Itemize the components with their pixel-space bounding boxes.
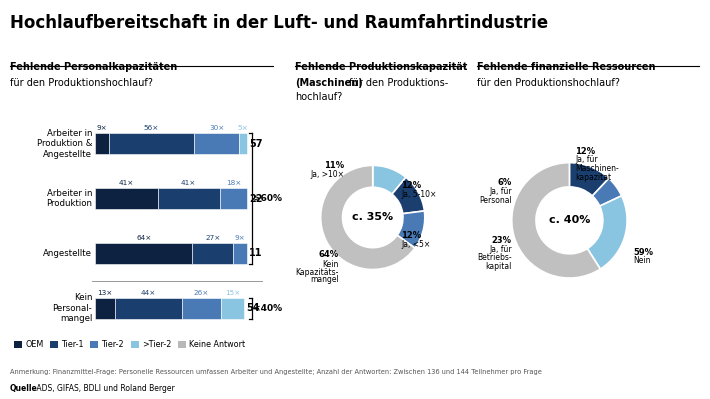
Bar xyxy=(239,133,247,154)
Wedge shape xyxy=(587,196,627,269)
Bar xyxy=(95,298,115,319)
Bar xyxy=(158,188,219,209)
Text: Personal: Personal xyxy=(479,196,512,205)
Text: Ja, für: Ja, für xyxy=(575,155,598,164)
Text: 12%: 12% xyxy=(401,231,422,240)
Text: 54: 54 xyxy=(246,303,260,313)
Bar xyxy=(219,188,247,209)
Bar xyxy=(95,188,158,209)
Text: Hochlaufbereitschaft in der Luft- und Raumfahrtindustrie: Hochlaufbereitschaft in der Luft- und Ra… xyxy=(10,14,548,32)
Bar xyxy=(222,298,244,319)
Bar xyxy=(234,243,247,264)
Text: mangel: mangel xyxy=(310,275,339,284)
Wedge shape xyxy=(592,178,622,206)
Text: Fehlende Produktionskapazität: Fehlende Produktionskapazität xyxy=(295,62,467,72)
Text: c. 40%: c. 40% xyxy=(549,215,590,225)
Bar xyxy=(192,243,234,264)
Text: Ja, für: Ja, für xyxy=(489,187,512,196)
Text: >60%: >60% xyxy=(253,194,282,203)
Text: 26×: 26× xyxy=(194,290,209,296)
Text: Fehlende Personalkapazitäten: Fehlende Personalkapazitäten xyxy=(10,62,178,72)
Bar xyxy=(182,298,222,319)
Text: für den Produktionshochlauf?: für den Produktionshochlauf? xyxy=(10,78,153,88)
Bar xyxy=(95,243,192,264)
Text: 12%: 12% xyxy=(401,181,422,190)
Text: für den Produktionshochlauf?: für den Produktionshochlauf? xyxy=(477,78,620,88)
Bar xyxy=(109,133,194,154)
Text: 41×: 41× xyxy=(181,180,196,186)
Text: Betriebs-: Betriebs- xyxy=(477,253,512,262)
Text: 13×: 13× xyxy=(97,290,113,296)
Text: 64×: 64× xyxy=(136,235,151,241)
Text: 18×: 18× xyxy=(226,180,241,186)
Text: ADS, GIFAS, BDLI und Roland Berger: ADS, GIFAS, BDLI und Roland Berger xyxy=(34,384,175,393)
Text: Ja, >10×: Ja, >10× xyxy=(310,170,344,179)
Text: 5×: 5× xyxy=(238,125,248,131)
Text: kapital: kapital xyxy=(486,262,512,271)
Wedge shape xyxy=(397,211,425,248)
Legend: OEM, Tier-1, Tier-2, >Tier-2, Keine Antwort: OEM, Tier-1, Tier-2, >Tier-2, Keine Antw… xyxy=(14,340,245,349)
Text: Kein: Kein xyxy=(322,260,339,269)
Text: Arbeiter in
Produktion: Arbeiter in Produktion xyxy=(46,189,92,208)
Text: hochlauf?: hochlauf? xyxy=(295,92,342,102)
Wedge shape xyxy=(373,166,406,194)
Text: <40%: <40% xyxy=(253,304,282,313)
Text: Quelle: Quelle xyxy=(10,384,38,393)
Text: für den Produktions-: für den Produktions- xyxy=(346,78,448,88)
Text: 41×: 41× xyxy=(119,180,134,186)
Text: (Maschinen): (Maschinen) xyxy=(295,78,362,88)
Wedge shape xyxy=(512,163,601,278)
Text: Ja, <5×: Ja, <5× xyxy=(401,240,431,249)
Text: Anmerkung: Finanzmittel-Frage: Personelle Ressourcen umfassen Arbeiter und Anges: Anmerkung: Finanzmittel-Frage: Personell… xyxy=(10,369,542,375)
Text: 44×: 44× xyxy=(141,290,156,296)
Text: Nein: Nein xyxy=(633,256,650,265)
Text: 11: 11 xyxy=(249,248,263,259)
Text: Kapazitäts-: Kapazitäts- xyxy=(295,268,339,277)
Text: Maschinen-: Maschinen- xyxy=(575,164,619,173)
Wedge shape xyxy=(569,163,609,196)
Text: 15×: 15× xyxy=(225,290,240,296)
Text: Fehlende finanzielle Ressourcen: Fehlende finanzielle Ressourcen xyxy=(477,62,655,72)
Text: 30×: 30× xyxy=(209,125,224,131)
Bar xyxy=(194,133,239,154)
Text: 57: 57 xyxy=(249,138,263,149)
Text: 22: 22 xyxy=(249,194,263,203)
Text: 27×: 27× xyxy=(205,235,221,241)
Text: Angestellte: Angestellte xyxy=(43,249,92,258)
Text: 11%: 11% xyxy=(324,161,344,170)
Text: Ja, 5-10×: Ja, 5-10× xyxy=(401,190,437,199)
Text: 6%: 6% xyxy=(498,178,512,188)
Text: Kein
Personal-
mangel: Kein Personal- mangel xyxy=(53,293,92,323)
Text: 9×: 9× xyxy=(235,235,246,241)
Text: 59%: 59% xyxy=(633,247,653,257)
Text: c. 35%: c. 35% xyxy=(352,212,393,223)
Wedge shape xyxy=(321,166,415,269)
Wedge shape xyxy=(392,177,425,214)
Text: 9×: 9× xyxy=(97,125,107,131)
Bar xyxy=(115,298,182,319)
Text: Arbeiter in
Produktion &
Angestellte: Arbeiter in Produktion & Angestellte xyxy=(37,129,92,158)
Text: 64%: 64% xyxy=(319,251,339,259)
Text: 12%: 12% xyxy=(575,146,595,156)
Text: 56×: 56× xyxy=(143,125,159,131)
Text: Ja, für: Ja, für xyxy=(489,245,512,254)
Bar xyxy=(95,133,109,154)
Text: 23%: 23% xyxy=(492,236,512,245)
Text: kapazitat: kapazitat xyxy=(575,173,611,182)
